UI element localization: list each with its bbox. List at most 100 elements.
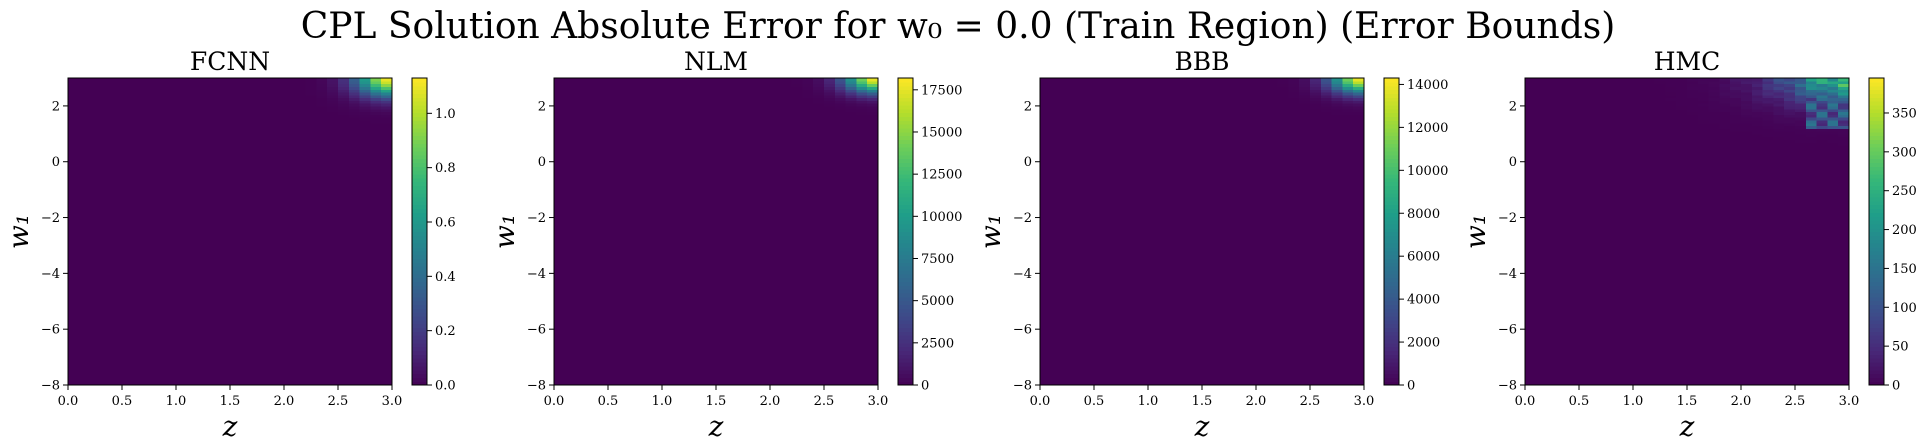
heatmap-cell xyxy=(618,273,631,277)
heatmap-cell xyxy=(219,206,231,210)
heatmap-cell xyxy=(294,323,307,327)
heatmap-cell xyxy=(273,281,285,286)
x-tick-label: 3.0 xyxy=(382,394,403,409)
heatmap-cell xyxy=(132,86,145,90)
heatmap-cell xyxy=(316,147,328,152)
heatmap-cell xyxy=(176,287,188,291)
heatmap-cell xyxy=(867,264,879,269)
heatmap-cell xyxy=(726,304,739,308)
heatmap-cell xyxy=(294,290,307,294)
heatmap-cell xyxy=(176,365,188,369)
heatmap-cell xyxy=(802,259,814,263)
heatmap-cell xyxy=(100,259,112,263)
heatmap-cell xyxy=(284,211,296,216)
heatmap-cell xyxy=(68,131,80,135)
heatmap-cell xyxy=(662,357,674,361)
heatmap-cell xyxy=(834,329,847,333)
heatmap-cell xyxy=(240,150,253,154)
heatmap-cell xyxy=(834,248,847,252)
heatmap-cell xyxy=(662,340,674,344)
heatmap-cell xyxy=(68,122,80,127)
heatmap-cell xyxy=(856,357,868,361)
heatmap-cell xyxy=(791,315,803,319)
heatmap-cell xyxy=(165,290,177,294)
colorbar-segment xyxy=(412,266,427,271)
heatmap-cell xyxy=(672,337,685,341)
heatmap-cell xyxy=(78,80,91,85)
heatmap-cell xyxy=(305,142,317,146)
heatmap-cell xyxy=(327,114,339,118)
heatmap-cell xyxy=(240,362,253,367)
heatmap-cell xyxy=(834,362,847,367)
heatmap-cell xyxy=(111,259,123,263)
heatmap-cell xyxy=(111,111,123,115)
heatmap-cell xyxy=(791,301,803,305)
heatmap-cell xyxy=(694,326,706,330)
heatmap-cell xyxy=(338,251,350,255)
heatmap-cell xyxy=(381,262,393,266)
heatmap-cell xyxy=(737,351,749,355)
heatmap-cell xyxy=(165,184,177,188)
heatmap-cell xyxy=(68,231,80,235)
heatmap-cell xyxy=(662,318,674,322)
heatmap-cell xyxy=(716,362,728,367)
heatmap-cell xyxy=(824,365,836,369)
heatmap-cell xyxy=(737,242,749,247)
heatmap-cell xyxy=(381,91,393,96)
heatmap-cell xyxy=(316,119,328,124)
heatmap-cell xyxy=(273,186,285,191)
heatmap-cell xyxy=(705,345,717,350)
heatmap-cell xyxy=(262,292,274,297)
heatmap-cell xyxy=(78,220,91,224)
heatmap-cell xyxy=(294,211,307,216)
heatmap-cell xyxy=(230,242,242,247)
heatmap-cell xyxy=(176,136,188,140)
heatmap-cell xyxy=(629,312,641,316)
heatmap-cell xyxy=(791,337,803,341)
heatmap-cell xyxy=(165,225,177,230)
heatmap-cell xyxy=(316,248,328,252)
heatmap-cell xyxy=(78,91,91,96)
heatmap-cell xyxy=(824,292,836,297)
heatmap-cell xyxy=(68,259,80,263)
heatmap-cell xyxy=(845,253,857,258)
heatmap-cell xyxy=(338,379,350,383)
heatmap-cell xyxy=(251,359,263,364)
heatmap-cell xyxy=(716,326,728,330)
heatmap-cell xyxy=(359,189,371,194)
heatmap-cell xyxy=(78,290,91,294)
heatmap-cell xyxy=(122,206,134,210)
heatmap-cell xyxy=(305,117,317,121)
heatmap-cell xyxy=(608,320,620,325)
heatmap-cell xyxy=(219,220,231,224)
heatmap-cell xyxy=(359,368,371,372)
heatmap-cell xyxy=(68,290,80,294)
heatmap-cell xyxy=(629,237,641,241)
heatmap-cell xyxy=(770,312,782,316)
heatmap-cell xyxy=(780,323,793,327)
heatmap-cell xyxy=(262,128,274,132)
heatmap-cell xyxy=(856,248,868,252)
heatmap-cell xyxy=(338,262,350,266)
heatmap-cell xyxy=(651,359,663,364)
heatmap-cell xyxy=(845,256,857,261)
heatmap-cell xyxy=(78,172,91,177)
heatmap-cell xyxy=(834,251,847,255)
heatmap-cell xyxy=(262,242,274,247)
heatmap-cell xyxy=(683,259,695,263)
heatmap-cell xyxy=(89,83,101,87)
heatmap-cell xyxy=(165,178,177,182)
heatmap-cell xyxy=(111,237,123,241)
heatmap-cell xyxy=(165,295,177,300)
heatmap-cell xyxy=(122,304,134,308)
heatmap-cell xyxy=(867,354,879,358)
heatmap-cell xyxy=(672,264,685,269)
heatmap-cell xyxy=(737,359,749,364)
heatmap-cell xyxy=(575,237,587,241)
heatmap-cell xyxy=(100,136,112,140)
heatmap-cell xyxy=(305,184,317,188)
heatmap-cell xyxy=(219,357,231,361)
heatmap-cell xyxy=(316,128,328,132)
heatmap-cell xyxy=(780,320,793,325)
heatmap-cell xyxy=(348,340,361,344)
